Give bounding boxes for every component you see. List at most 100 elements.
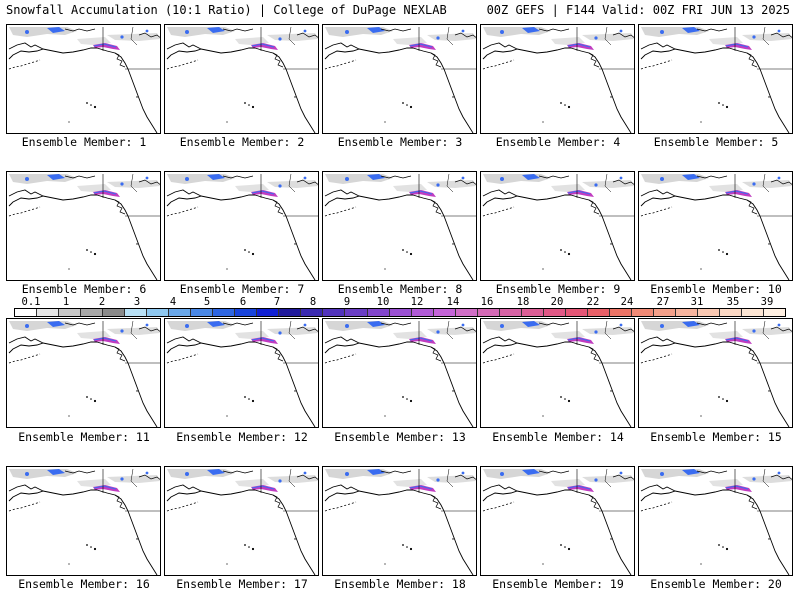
colorbar-swatch (323, 309, 346, 316)
ensemble-member-map-14 (480, 318, 635, 428)
ensemble-member-label: Ensemble Member: 4 (495, 135, 621, 149)
colorbar-swatch (609, 309, 632, 316)
ensemble-member-label: Ensemble Member: 17 (176, 577, 308, 591)
header-run-info: 00Z GEFS | F144 Valid: 00Z FRI JUN 13 20… (486, 3, 790, 17)
ensemble-member-map-8 (322, 171, 477, 281)
ensemble-member-map-2 (164, 24, 319, 134)
ensemble-member-label: Ensemble Member: 15 (650, 430, 782, 444)
header-title: Snowfall Accumulation (10:1 Ratio) | Col… (6, 3, 447, 17)
ensemble-member-label: Ensemble Member: 10 (650, 282, 782, 296)
ensemble-member-label: Ensemble Member: 13 (334, 430, 466, 444)
colorbar-swatch (587, 309, 610, 316)
colorbar-swatch (59, 309, 82, 316)
colorbar-swatch (697, 309, 720, 316)
colorbar-swatch (455, 309, 478, 316)
colorbar-swatch (433, 309, 456, 316)
ensemble-member-label: Ensemble Member: 7 (179, 282, 305, 296)
ensemble-member-label: Ensemble Member: 9 (495, 282, 621, 296)
colorbar-label: 20 (550, 296, 564, 308)
colorbar-swatch (37, 309, 60, 316)
ensemble-member-map-16 (6, 466, 161, 576)
colorbar-label: 22 (586, 296, 600, 308)
ensemble-member-label: Ensemble Member: 8 (337, 282, 463, 296)
colorbar-swatch (411, 309, 434, 316)
ensemble-member-label: Ensemble Member: 16 (18, 577, 150, 591)
colorbar-label: 5 (203, 296, 211, 308)
snowfall-colorbar (14, 308, 786, 317)
ensemble-member-label: Ensemble Member: 1 (21, 135, 147, 149)
ensemble-member-map-4 (480, 24, 635, 134)
ensemble-member-label: Ensemble Member: 12 (176, 430, 308, 444)
colorbar-label: 27 (656, 296, 670, 308)
colorbar-label: 1 (62, 296, 70, 308)
colorbar-label: 35 (726, 296, 740, 308)
colorbar-swatch (125, 309, 148, 316)
colorbar-label: 8 (309, 296, 317, 308)
ensemble-member-map-20 (638, 466, 793, 576)
colorbar-swatch (543, 309, 566, 316)
ensemble-member-map-7 (164, 171, 319, 281)
ensemble-member-map-1 (6, 24, 161, 134)
colorbar-label: 2 (98, 296, 106, 308)
colorbar-swatch (279, 309, 302, 316)
colorbar-swatch (235, 309, 258, 316)
colorbar-label: 4 (169, 296, 177, 308)
ensemble-member-map-9 (480, 171, 635, 281)
colorbar-label: 39 (760, 296, 774, 308)
colorbar-swatch (631, 309, 654, 316)
ensemble-member-label: Ensemble Member: 5 (653, 135, 779, 149)
ensemble-member-label: Ensemble Member: 14 (492, 430, 624, 444)
ensemble-member-map-3 (322, 24, 477, 134)
ensemble-member-map-11 (6, 318, 161, 428)
colorbar-swatch (477, 309, 500, 316)
colorbar-swatch (103, 309, 126, 316)
ensemble-member-map-5 (638, 24, 793, 134)
ensemble-member-label: Ensemble Member: 6 (21, 282, 147, 296)
colorbar-swatch (191, 309, 214, 316)
colorbar-swatch (742, 309, 765, 316)
ensemble-member-label: Ensemble Member: 20 (650, 577, 782, 591)
ensemble-member-map-13 (322, 318, 477, 428)
colorbar-swatch (653, 309, 676, 316)
colorbar-swatch (764, 309, 786, 316)
colorbar-label: 14 (446, 296, 460, 308)
colorbar-label: 10 (376, 296, 390, 308)
ensemble-member-label: Ensemble Member: 19 (492, 577, 624, 591)
colorbar-label: 12 (410, 296, 424, 308)
colorbar-swatch (521, 309, 544, 316)
colorbar-swatch (367, 309, 390, 316)
colorbar-label: 7 (273, 296, 281, 308)
colorbar-swatch (301, 309, 324, 316)
colorbar-label: 24 (620, 296, 634, 308)
colorbar-label: 0.1 (21, 296, 41, 308)
colorbar-swatch (499, 309, 522, 316)
colorbar-swatch (720, 309, 743, 316)
colorbar-swatch (675, 309, 698, 316)
ensemble-member-map-10 (638, 171, 793, 281)
ensemble-member-map-15 (638, 318, 793, 428)
colorbar-label: 31 (690, 296, 704, 308)
ensemble-member-map-19 (480, 466, 635, 576)
ensemble-member-label: Ensemble Member: 2 (179, 135, 305, 149)
ensemble-member-map-12 (164, 318, 319, 428)
colorbar-swatch (389, 309, 412, 316)
ensemble-member-label: Ensemble Member: 11 (18, 430, 150, 444)
colorbar-label: 9 (343, 296, 351, 308)
colorbar-label: 3 (133, 296, 141, 308)
ensemble-member-map-17 (164, 466, 319, 576)
colorbar-swatch (15, 309, 38, 316)
ensemble-member-label: Ensemble Member: 18 (334, 577, 466, 591)
colorbar-label: 6 (239, 296, 247, 308)
colorbar-swatch (213, 309, 236, 316)
ensemble-member-map-6 (6, 171, 161, 281)
colorbar-swatch (147, 309, 170, 316)
colorbar-label: 18 (516, 296, 530, 308)
colorbar-swatch (81, 309, 104, 316)
colorbar-swatch (257, 309, 280, 316)
colorbar-swatch (565, 309, 588, 316)
ensemble-member-label: Ensemble Member: 3 (337, 135, 463, 149)
colorbar-swatch (169, 309, 192, 316)
colorbar-swatch (345, 309, 368, 316)
ensemble-member-map-18 (322, 466, 477, 576)
colorbar-label: 16 (480, 296, 494, 308)
